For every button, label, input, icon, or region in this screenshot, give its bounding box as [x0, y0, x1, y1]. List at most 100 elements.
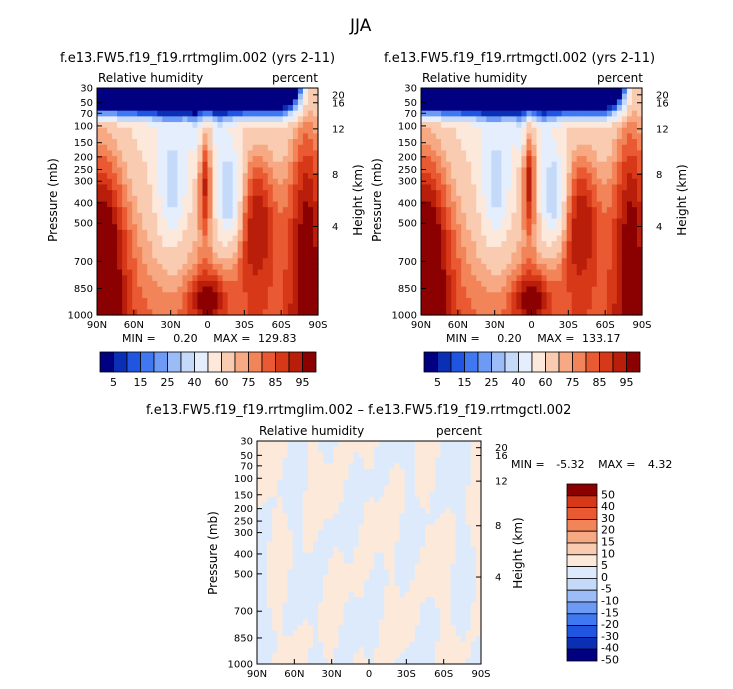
- contour-cell: [358, 546, 365, 554]
- contour-cell: [172, 190, 178, 197]
- contour-cell: [486, 201, 492, 208]
- contour-cell: [374, 474, 380, 481]
- contour-cell: [217, 93, 224, 100]
- contour-cell: [127, 263, 133, 271]
- contour-cell: [626, 122, 633, 129]
- contour-cell: [177, 93, 183, 100]
- contour-cell: [379, 491, 385, 498]
- contour-cell: [486, 224, 492, 231]
- contour-cell: [107, 235, 113, 242]
- contour-cell: [137, 224, 143, 231]
- contour-cell: [481, 116, 487, 123]
- contour-cell: [147, 105, 153, 112]
- contour-cell: [466, 105, 472, 112]
- contour-cell: [172, 93, 178, 100]
- panel1-minmax: MIN = 0.20 MAX = 129.83: [122, 332, 296, 345]
- contour-cell: [531, 258, 538, 265]
- contour-cell: [147, 190, 153, 197]
- contour-cell: [292, 150, 299, 157]
- contour-cell: [470, 591, 477, 598]
- contour-cell: [262, 150, 269, 157]
- contour-cell: [252, 122, 259, 129]
- contour-cell: [456, 173, 462, 180]
- contour-cell: [177, 303, 183, 310]
- contour-cell: [202, 99, 209, 106]
- contour-cell: [247, 303, 254, 310]
- contour-cell: [455, 535, 462, 542]
- contour-cell: [227, 122, 234, 129]
- contour-cell: [127, 127, 133, 134]
- contour-cell: [576, 286, 583, 293]
- contour-cell: [556, 195, 563, 203]
- contour-cell: [142, 275, 148, 282]
- contour-cell: [333, 552, 340, 559]
- contour-cell: [142, 212, 148, 220]
- contour-cell: [460, 574, 467, 581]
- contour-cell: [611, 93, 618, 100]
- contour-cell: [282, 546, 289, 554]
- contour-cell: [501, 309, 507, 316]
- contour-cell: [576, 156, 583, 163]
- contour-cell: [440, 585, 446, 593]
- contour-cell: [435, 496, 441, 503]
- contour-cell: [262, 452, 268, 459]
- contour-cell: [461, 201, 467, 208]
- contour-cell: [566, 218, 573, 225]
- contour-cell: [237, 195, 244, 203]
- contour-cell: [302, 99, 309, 106]
- contour-cell: [394, 474, 401, 481]
- contour-cell: [631, 252, 638, 259]
- contour-cell: [384, 569, 390, 576]
- contour-cell: [277, 133, 284, 140]
- contour-cell: [202, 252, 209, 259]
- contour-cell: [297, 269, 304, 276]
- contour-cell: [425, 524, 431, 531]
- contour-cell: [182, 93, 189, 100]
- contour-cell: [312, 173, 319, 180]
- contour-cell: [282, 263, 289, 271]
- contour-cell: [446, 246, 452, 254]
- contour-cell: [122, 190, 128, 197]
- contour-cell: [511, 218, 518, 225]
- contour-cell: [425, 507, 431, 515]
- contour-cell: [631, 93, 638, 100]
- contour-cell: [292, 241, 299, 248]
- contour-cell: [282, 133, 289, 140]
- contour-cell: [379, 574, 385, 581]
- contour-cell: [546, 297, 553, 305]
- contour-cell: [112, 201, 118, 208]
- panel2-min-label: MIN =: [446, 332, 480, 345]
- contour-cell: [394, 591, 401, 598]
- contour-cell: [162, 178, 168, 186]
- contour-cell: [333, 546, 340, 554]
- contour-cell: [227, 207, 234, 214]
- contour-cell: [177, 110, 183, 117]
- contour-cell: [601, 207, 608, 214]
- contour-cell: [601, 235, 608, 242]
- contour-cell: [414, 452, 421, 459]
- contour-cell: [358, 452, 365, 459]
- contour-cell: [182, 156, 189, 163]
- y-tick-label: 30: [80, 84, 93, 95]
- contour-cell: [446, 150, 452, 157]
- contour-cell: [338, 524, 345, 531]
- contour-cell: [446, 93, 452, 100]
- contour-cell: [262, 235, 269, 242]
- contour-cell: [262, 212, 269, 220]
- contour-cell: [466, 246, 472, 254]
- contour-cell: [292, 303, 299, 310]
- contour-cell: [292, 463, 299, 470]
- contour-cell: [636, 303, 643, 310]
- contour-cell: [431, 105, 437, 112]
- contour-cell: [511, 241, 518, 248]
- contour-cell: [232, 269, 239, 276]
- contour-cell: [536, 252, 543, 259]
- contour-cell: [122, 280, 128, 288]
- contour-cell: [167, 286, 173, 293]
- contour-cell: [441, 105, 447, 112]
- contour-cell: [307, 88, 314, 95]
- contour-cell: [302, 591, 309, 598]
- contour-cell: [182, 275, 189, 282]
- contour-cell: [435, 524, 441, 531]
- contour-cell: [516, 201, 523, 208]
